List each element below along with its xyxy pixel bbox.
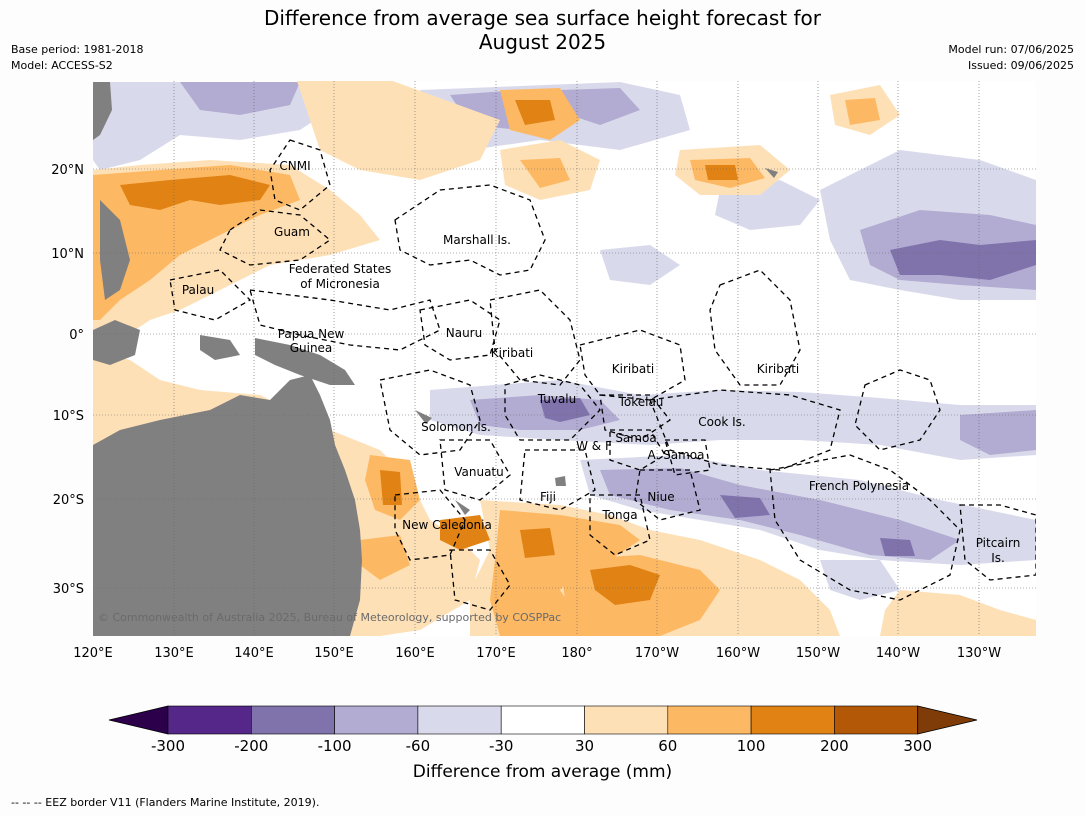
meta-right: Model run: 07/06/2025 Issued: 09/06/2025 (948, 42, 1074, 74)
lon-tick-label: 180° (561, 646, 592, 661)
colorbar-extend-low (108, 705, 169, 735)
model-name: Model: ACCESS-S2 (11, 59, 113, 72)
place-labels: CNMI Guam Marshall Is. Federated States … (182, 159, 1020, 565)
label-french-polynesia: French Polynesia (809, 479, 909, 493)
lon-tick-label: 130°W (957, 646, 1001, 661)
label-fsm-line1: Federated States (289, 262, 391, 276)
label-solomon: Solomon Is. (421, 420, 491, 434)
label-new-caledonia: New Caledonia (402, 518, 492, 532)
solomon-islands-landmass (415, 410, 432, 424)
lat-tick-label: 30°S (53, 582, 84, 597)
label-american-samoa: A. Samoa (648, 448, 705, 462)
hawaii-landmass (765, 168, 778, 178)
label-png-line1: Papua New (278, 327, 345, 341)
label-tuvalu: Tuvalu (537, 392, 577, 406)
colorbar-segment (500, 705, 585, 735)
model-run: Model run: 07/06/2025 (948, 43, 1074, 56)
lat-tick-label: 0° (69, 328, 84, 343)
new-caledonia-landmass (455, 500, 470, 515)
lon-tick-label: 170°W (635, 646, 679, 661)
label-fsm-line2: of Micronesia (300, 277, 380, 291)
label-png-line2: Guinea (290, 341, 333, 355)
title-line-2: August 2025 (478, 30, 607, 54)
colorbar-tick-label: -300 (151, 737, 185, 755)
lat-tick-label: 20°N (51, 163, 84, 178)
colorbar-segment (834, 705, 919, 735)
longitude-tick-labels: 120°E 130°E 140°E 150°E 160°E 170°E 180° 170°W 1… (73, 646, 1001, 661)
label-cnmi: CNMI (279, 159, 310, 173)
label-tokelau: Tokelau (618, 395, 664, 409)
new-guinea-landmass (255, 338, 355, 385)
fiji-landmass (555, 476, 566, 486)
lon-tick-label: 150°E (314, 646, 354, 661)
label-nauru: Nauru (446, 326, 482, 340)
graticule (93, 81, 1036, 636)
lon-tick-label: 130°E (154, 646, 194, 661)
label-fiji: Fiji (540, 490, 556, 504)
colorbar-segment (667, 705, 752, 735)
australia-landmass (93, 375, 362, 636)
philippines-landmass (100, 200, 130, 300)
label-samoa: Samoa (615, 431, 656, 445)
label-guam: Guam (274, 225, 310, 239)
land-masses (93, 82, 778, 636)
lon-tick-label: 160°W (716, 646, 760, 661)
colorbar-tick-label: -60 (406, 737, 431, 755)
colorbar-tick-label: -30 (489, 737, 514, 755)
label-vanuatu: Vanuatu (454, 465, 504, 479)
latitude-tick-labels: 20°N 10°N 0° 10°S 20°S 30°S (51, 163, 84, 597)
label-tonga: Tonga (601, 508, 637, 522)
lon-tick-label: 120°E (73, 646, 113, 661)
label-kiribati-central: Kiribati (612, 362, 654, 376)
copyright-notice: © Commonwealth of Australia 2025, Bureau… (98, 611, 561, 624)
lat-tick-label: 10°S (53, 409, 84, 424)
colorbar-tick-label: -200 (234, 737, 268, 755)
lat-tick-label: 20°S (53, 493, 84, 508)
label-cook: Cook Is. (698, 415, 745, 429)
lon-tick-label: 150°W (796, 646, 840, 661)
asia-coast-landmass (93, 82, 112, 140)
meta-left: Base period: 1981-2018 Model: ACCESS-S2 (11, 42, 143, 74)
colorbar-segment (417, 705, 502, 735)
colorbar-tick-label: 60 (658, 737, 677, 755)
lon-tick-label: 160°E (395, 646, 435, 661)
issued-date: Issued: 09/06/2025 (967, 59, 1074, 72)
map-area: © Commonwealth of Australia 2025, Bureau… (93, 81, 1036, 636)
colorbar-segment (167, 705, 252, 735)
colorbar-segment (251, 705, 335, 735)
colorbar-tick-label: 200 (820, 737, 849, 755)
lon-tick-label: 170°E (476, 646, 516, 661)
label-pitcairn-line2: Is. (991, 551, 1005, 565)
eez-borders (169, 139, 1036, 611)
indonesia-landmass (93, 320, 140, 365)
colorbar-segment (584, 705, 669, 735)
colorbar-title: Difference from average (mm) (412, 762, 673, 782)
eez-legend-note: -- -- -- EEZ border V11 (Flanders Marine… (11, 796, 320, 809)
base-period: Base period: 1981-2018 (11, 43, 144, 56)
island-landmass (200, 335, 240, 360)
label-wallis-futuna: W & F (576, 439, 612, 453)
lat-tick-label: 10°N (51, 247, 84, 262)
colorbar-tick-label: 300 (903, 737, 932, 755)
colorbar-segment (334, 705, 419, 735)
colorbar-tick-label: 30 (575, 737, 594, 755)
label-palau: Palau (182, 283, 214, 297)
lon-tick-label: 140°W (876, 646, 920, 661)
colorbar: -300 -200 -100 -60 -30 30 60 100 200 300 (108, 705, 978, 755)
negative-anomaly-field (93, 82, 1036, 600)
label-pitcairn-line1: Pitcairn (976, 536, 1021, 550)
colorbar-tick-label: -100 (318, 737, 352, 755)
label-kiribati-east: Kiribati (757, 362, 799, 376)
label-niue: Niue (647, 490, 674, 504)
colorbar-segment (750, 705, 835, 735)
colorbar-extend-high (917, 705, 978, 735)
lon-tick-label: 140°E (234, 646, 274, 661)
chart-title: Difference from average sea surface heig… (0, 6, 1085, 54)
label-marshall: Marshall Is. (443, 233, 511, 247)
colorbar-tick-label: 100 (737, 737, 766, 755)
label-kiribati-west: Kiribati (491, 346, 533, 360)
title-line-1: Difference from average sea surface heig… (263, 6, 822, 30)
